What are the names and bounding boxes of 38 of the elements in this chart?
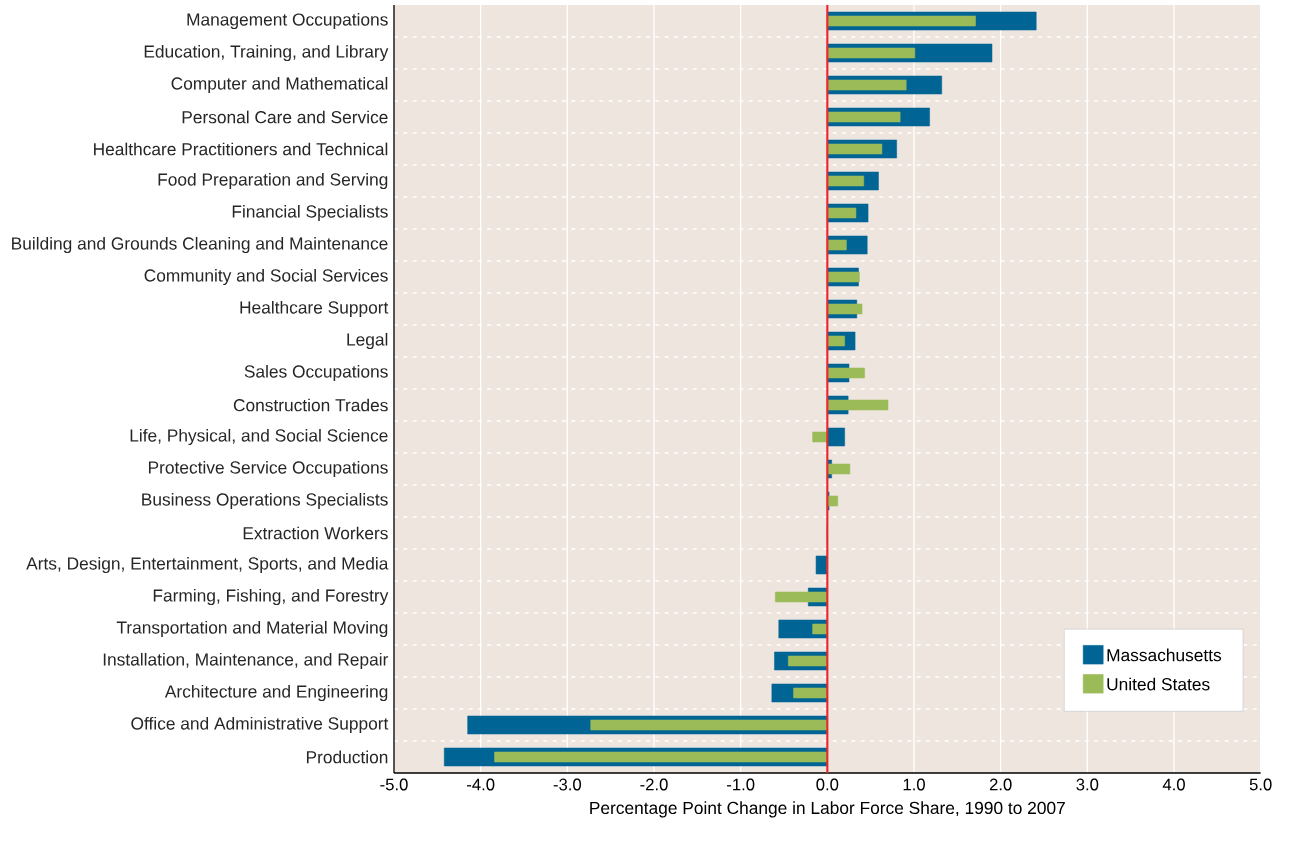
y-tick-label: Computer and Mathematical <box>171 76 388 94</box>
y-tick-label: Personal Care and Service <box>182 110 388 124</box>
x-tick-label: 3.0 <box>1076 778 1099 791</box>
y-tick-label: Protective Service Occupations <box>148 460 388 478</box>
x-tick-label: 2.0 <box>989 778 1012 791</box>
y-tick-label: Management Occupations <box>187 12 388 30</box>
y-tick-label: Healthcare Practitioners and Technical <box>94 142 388 156</box>
y-tick-label: Extraction Workers <box>243 526 388 540</box>
x-tick-label: -2.0 <box>640 778 668 791</box>
legend-label: United States <box>1107 677 1210 691</box>
y-tick-label: Production <box>306 750 388 764</box>
y-tick-label: Building and Grounds Cleaning and Maintenance <box>12 236 388 254</box>
y-tick-label: Healthcare Support <box>240 300 389 318</box>
x-tick-label: 5.0 <box>1249 778 1272 791</box>
y-tick-label: Arts, Design, Entertainment, Sports, and Media <box>26 556 389 574</box>
x-tick-label: -4.0 <box>467 778 495 791</box>
x-tick-label: -3.0 <box>553 778 582 791</box>
legend-label: Massachusetts <box>1107 648 1222 662</box>
y-tick-label: Farming, Fishing, and Forestry <box>153 588 389 606</box>
y-tick-label: Sales Occupations <box>244 364 388 382</box>
x-tick-label: -1.0 <box>727 778 755 791</box>
y-tick-label: Legal <box>347 332 388 350</box>
y-tick-label: Life, Physical, and Social Science <box>130 428 388 446</box>
y-tick-label: Transportation and Material Moving <box>116 620 388 638</box>
y-tick-label: Construction Trades <box>233 398 388 412</box>
y-tick-label: Business Operations Specialists <box>142 492 388 510</box>
x-tick-label: 4.0 <box>1162 778 1185 791</box>
y-tick-label: Community and Social Services <box>144 268 388 286</box>
y-tick-label: Education, Training, and Library <box>144 44 389 62</box>
y-tick-label: Architecture and Engineering <box>164 684 388 702</box>
y-tick-label: Financial Specialists <box>232 204 388 222</box>
x-tick-label: 0.0 <box>816 778 839 791</box>
x-tick-label: 1.0 <box>903 778 925 791</box>
x-tick-label: -5.0 <box>380 778 408 791</box>
y-tick-label: Installation, Maintenance, and Repair <box>103 652 389 670</box>
y-tick-label: Food Preparation and Serving <box>158 172 388 190</box>
x-axis-title: Percentage Point Change in Labor Force Share, 1990 to 2007 <box>590 801 1065 818</box>
y-tick-label: Office and Administrative Support <box>131 716 389 734</box>
